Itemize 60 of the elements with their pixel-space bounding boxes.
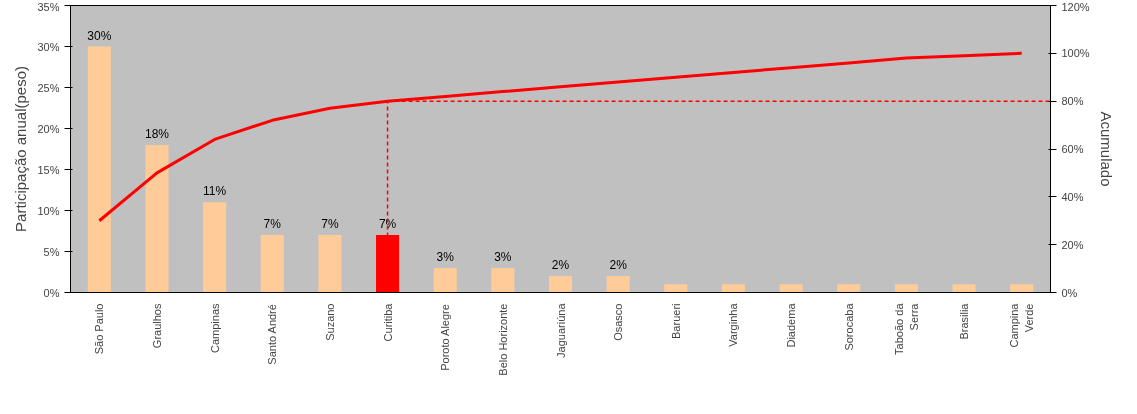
data-label: 7% — [263, 217, 282, 232]
data-label: 7% — [378, 217, 397, 232]
y-tick-label: 35% — [37, 0, 60, 13]
y-tick-label: 20% — [37, 122, 60, 135]
x-tick-label: Diadema — [785, 302, 798, 348]
bar — [87, 46, 111, 293]
y2-tick-label: 0% — [1061, 286, 1078, 299]
y-tick-label: 5% — [43, 245, 60, 258]
bar — [606, 276, 630, 293]
data-label: 18% — [144, 126, 170, 141]
data-label: 2% — [609, 258, 628, 273]
x-tick-label: Suzano — [323, 303, 336, 341]
data-label: 30% — [87, 28, 112, 43]
x-tick-label: Osasco — [612, 303, 625, 341]
bar — [433, 267, 457, 293]
y-tick-label: 0% — [43, 286, 60, 299]
bar — [1010, 284, 1034, 293]
bar — [894, 284, 918, 293]
bar — [664, 284, 688, 293]
bar — [203, 202, 227, 293]
y2-tick-label: 120% — [1061, 0, 1090, 13]
y-tick-label: 15% — [37, 163, 60, 176]
y2-tick-label: 40% — [1061, 190, 1084, 203]
x-tick-label: Campina Verde — [1008, 302, 1035, 348]
x-tick-label: Taboão da Serra — [893, 302, 920, 355]
y2-tick-label: 100% — [1061, 47, 1090, 60]
bar — [145, 144, 169, 293]
y2-tick-label: 80% — [1061, 95, 1084, 108]
y2-axis-title: Acumulado — [1097, 111, 1115, 187]
y-tick-label: 25% — [37, 81, 60, 94]
y-axis-title: Participação anual(peso) — [12, 66, 30, 232]
data-label: 7% — [321, 217, 339, 232]
bar — [837, 284, 861, 293]
x-tick-label: Brasilia — [958, 302, 971, 340]
bar — [318, 235, 342, 293]
x-tick-label: Sorocaba — [842, 302, 855, 351]
data-label: 3% — [494, 249, 512, 264]
x-tick-label: Barueri — [669, 303, 682, 339]
x-tick-label: Curitiba — [381, 302, 394, 342]
x-tick-label: Poroto Alegre — [439, 304, 452, 371]
x-tick-label: Santo André — [266, 304, 279, 365]
x-tick-label: Graulhos — [150, 303, 163, 349]
data-label: 11% — [203, 184, 227, 199]
y2-tick-label: 20% — [1061, 238, 1084, 251]
bar — [548, 276, 573, 293]
y-tick-label: 10% — [37, 204, 60, 217]
x-tick-label: Varginha — [727, 302, 740, 347]
bar — [952, 284, 976, 293]
bar — [491, 267, 515, 293]
x-tick-label: Jaguariúna — [554, 302, 567, 358]
data-label: 2% — [551, 258, 570, 273]
bar — [260, 235, 284, 293]
y2-tick-label: 60% — [1061, 143, 1084, 155]
x-tick-label: Belo Horizonte — [496, 303, 509, 376]
x-tick-label: Campinas — [208, 303, 221, 354]
data-label: 3% — [436, 249, 455, 264]
bar — [779, 284, 803, 293]
y-tick-label: 30% — [37, 40, 60, 53]
x-tick-label: São Paulo — [93, 303, 106, 355]
bar — [721, 284, 745, 293]
